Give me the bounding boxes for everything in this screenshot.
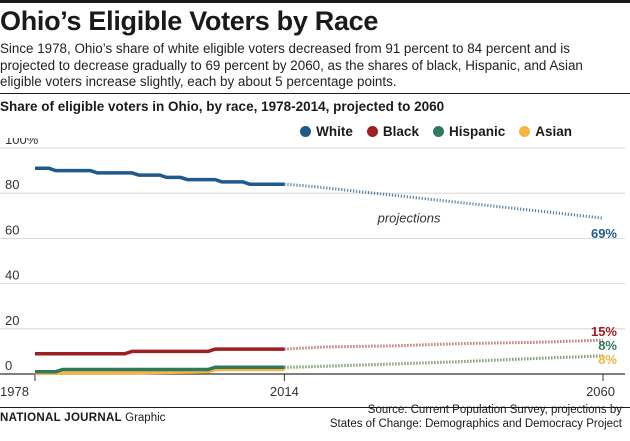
source-note: Source: Current Population Survey, proje… <box>330 403 622 431</box>
y-tick-label: 80 <box>5 177 19 192</box>
end-label-hispanic: 8% <box>598 338 617 353</box>
source-line-1: Source: Current Population Survey, proje… <box>367 404 622 416</box>
legend-swatch-black <box>366 126 378 137</box>
y-tick-label: 20 <box>5 313 19 328</box>
series-line-white-projected <box>284 182 604 220</box>
chart-legend: White Black Hispanic Asian <box>300 124 572 139</box>
series-line-black-actual <box>35 347 285 356</box>
source-line-2: States of Change: Demographics and Democ… <box>329 418 622 430</box>
y-tick-label: 40 <box>5 268 19 283</box>
divider-top <box>0 93 630 94</box>
page-subtitle: Since 1978, Ohio’s share of white eligib… <box>0 41 583 89</box>
x-tick-label: 2014 <box>270 384 299 399</box>
legend-item-black: Black <box>366 124 419 139</box>
legend-item-hispanic: Hispanic <box>432 124 506 139</box>
y-tick-label: 100% <box>5 138 39 147</box>
legend-swatch-white <box>300 126 312 137</box>
divider-bottom <box>0 407 630 408</box>
top-rule <box>0 0 630 3</box>
end-label-asian: 8% <box>598 352 617 367</box>
x-tick-label: 1978 <box>0 384 29 399</box>
chart-title: Share of eligible voters in Ohio, by rac… <box>0 99 445 114</box>
legend-swatch-asian <box>519 126 531 137</box>
legend-swatch-hispanic <box>432 126 444 137</box>
page-title: Ohio’s Eligible Voters by Race <box>0 6 379 36</box>
y-tick-label: 0 <box>5 358 12 373</box>
x-tick-label: 2060 <box>586 384 615 399</box>
y-tick-label: 60 <box>5 222 19 237</box>
projections-annotation: projections <box>377 211 441 226</box>
legend-label-asian: Asian <box>535 124 572 139</box>
publisher-suffix: Graphic <box>125 412 166 424</box>
publisher-name: NATIONAL JOURNAL <box>0 412 122 424</box>
legend-item-asian: Asian <box>519 124 572 139</box>
series-line-white-actual <box>35 166 285 186</box>
series-line-asian-actual <box>34 367 285 376</box>
legend-label-hispanic: Hispanic <box>448 124 506 139</box>
legend-item-white: White <box>300 124 353 139</box>
series-line-black-projected <box>284 338 604 351</box>
series-line-hispanic-projected <box>284 354 604 369</box>
legend-label-white: White <box>316 124 353 139</box>
end-label-white: 69% <box>591 226 617 241</box>
end-label-black: 15% <box>591 324 617 339</box>
footer-credit: NATIONAL JOURNAL Graphic <box>0 412 165 424</box>
legend-label-black: Black <box>382 124 419 139</box>
series-line-hispanic-actual <box>35 365 285 374</box>
